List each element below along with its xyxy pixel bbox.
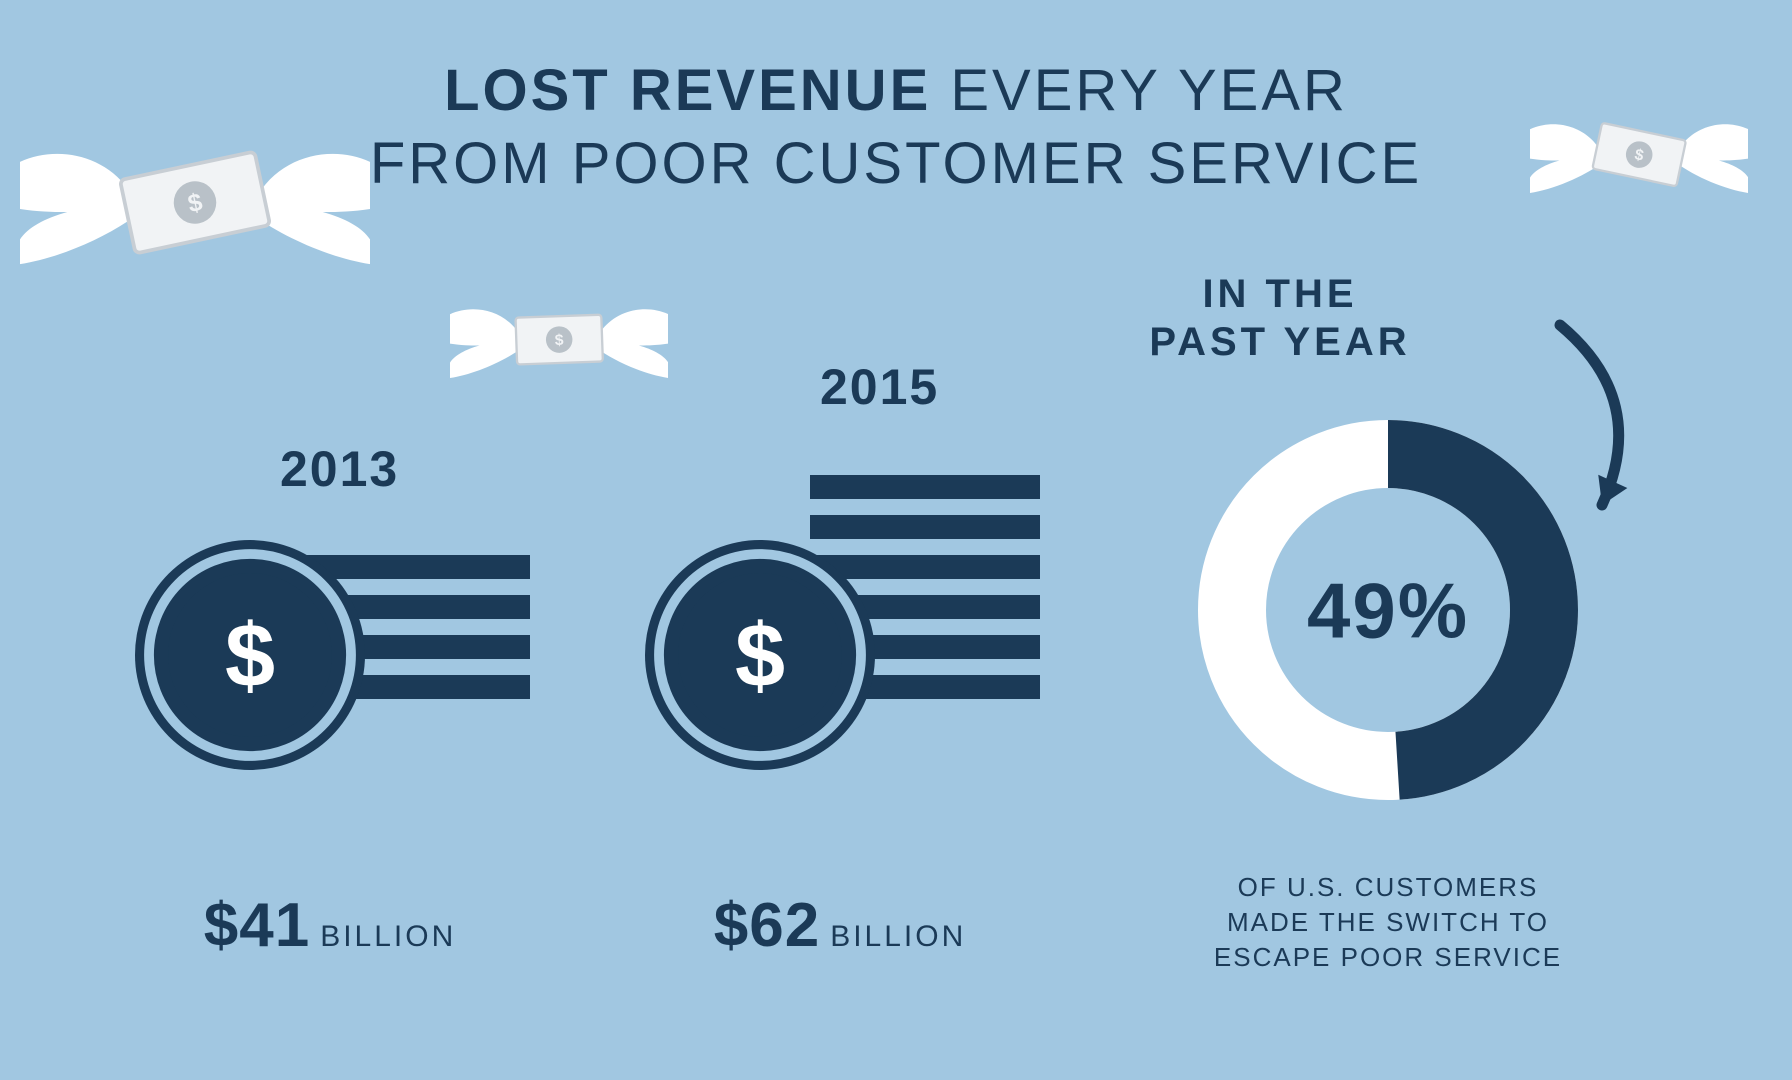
stack-bar: [810, 475, 1040, 499]
value-label: $41BILLION: [110, 890, 550, 961]
coin-icon: $: [640, 535, 880, 775]
year-label: 2015: [820, 358, 939, 416]
value-label: $62BILLION: [620, 890, 1060, 961]
headline-light: EVERY YEAR: [931, 58, 1348, 123]
coin-icon: $: [130, 535, 370, 775]
flying-money-icon: $: [1530, 100, 1748, 209]
svg-text:$: $: [735, 607, 785, 707]
year-label: 2013: [280, 440, 399, 498]
donut-chart: 49%: [1188, 410, 1588, 810]
donut-caption: OF U.S. CUSTOMERSMADE THE SWITCH TOESCAP…: [1138, 870, 1638, 975]
svg-text:$: $: [555, 332, 565, 349]
flying-money-icon: $: [20, 115, 370, 290]
headline-bold: LOST REVENUE: [444, 58, 931, 123]
flying-money-icon: $: [450, 285, 668, 394]
donut-pct: 49%: [1307, 566, 1469, 654]
donut-heading: IN THEPAST YEAR: [1080, 270, 1480, 366]
svg-text:$: $: [225, 607, 275, 707]
